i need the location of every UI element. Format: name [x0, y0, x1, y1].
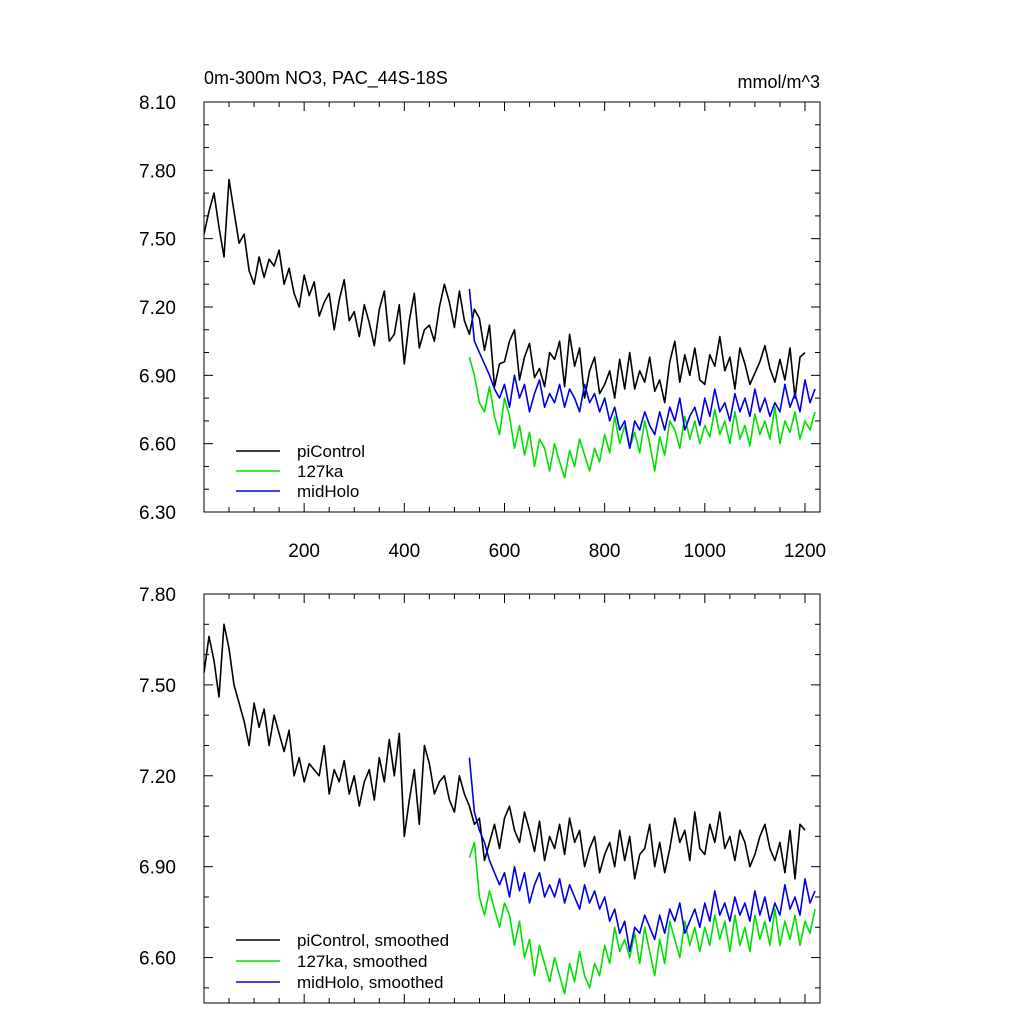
series-line-3	[468, 288, 816, 450]
legend-label: 127ka	[297, 462, 344, 481]
x-tick-label: 400	[388, 541, 420, 562]
series-line-2	[468, 356, 816, 479]
y-tick-label: 7.50	[139, 230, 176, 251]
x-tick-label: 200	[288, 541, 320, 562]
series-line-3	[468, 757, 816, 953]
x-tick-label: 800	[589, 541, 621, 562]
legend-label: midHolo, smoothed	[297, 973, 443, 992]
y-tick-label: 6.30	[139, 503, 176, 524]
x-tick-label: 600	[489, 541, 521, 562]
y-tick-label: 7.20	[139, 767, 176, 788]
y-tick-label: 7.50	[139, 676, 176, 697]
y-tick-label: 7.20	[139, 298, 176, 319]
units-label: mmol/m^3	[738, 72, 820, 92]
series-line-2	[468, 841, 816, 995]
legend-label: piControl, smoothed	[297, 931, 449, 950]
y-tick-label: 6.60	[139, 949, 176, 970]
chart-title: 0m-300m NO3, PAC_44S-18S	[204, 68, 448, 89]
top-plot: 6.30 6.60 6.90 7.20 7.50 7.80 8.10 200 400 600 800…	[139, 93, 826, 562]
series-line-1	[204, 623, 806, 880]
y-tick-label: 6.60	[139, 435, 176, 456]
legend-label: piControl	[297, 442, 365, 461]
y-tick-label: 8.10	[139, 93, 176, 114]
bottom-plot: 6.60 6.90 7.20 7.50 7.80 piControl, smoothed 1…	[139, 585, 821, 1004]
y-tick-label: 6.90	[139, 858, 176, 879]
legend-label: 127ka, smoothed	[297, 952, 427, 971]
y-tick-label: 7.80	[139, 161, 176, 182]
plot-frame	[203, 593, 821, 1004]
legend-label: midHolo	[297, 482, 359, 501]
x-tick-label: 1000	[684, 541, 726, 562]
x-tick-label: 1200	[784, 541, 826, 562]
y-tick-label: 6.90	[139, 366, 176, 387]
y-tick-label: 7.80	[139, 585, 176, 606]
series-line-1	[204, 178, 806, 404]
